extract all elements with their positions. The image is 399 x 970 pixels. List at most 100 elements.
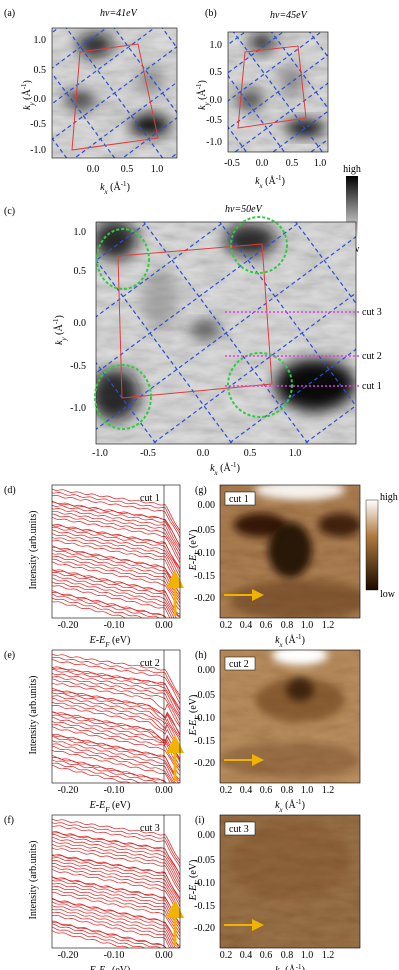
y-tick-label: 1.0 [210,40,223,51]
edc-curve [52,667,180,711]
y-axis-label-part: E-E [188,885,199,902]
x-axis-label: kx (Å-1) [275,963,305,970]
x-axis-label: kx (Å-1) [210,461,240,477]
y-tick-label: -0.5 [70,361,86,372]
y-tick-label: -0.5 [206,115,222,126]
edc-curve [52,572,180,618]
y-axis-label-part: F [194,550,202,556]
edc-curve [52,682,180,728]
map-blob [255,678,345,722]
y-axis-label: E-EF (eV) [188,860,202,902]
edc-curve [52,540,180,587]
x-axis-label-part: (Å [283,799,297,811]
edc-curve [52,504,180,549]
edc-curve [52,488,180,531]
map-clip [96,222,356,444]
panel-title: hν=45eV [270,10,309,21]
edc-curve [52,601,134,618]
y-axis-label: ky (Å-1) [52,315,68,345]
x-tick-label: 0.00 [155,620,173,631]
x-axis-label-part: (eV) [110,965,131,970]
plot-frame [219,484,361,619]
panel-label: (d) [4,485,16,496]
y-tick-label: -0.20 [194,758,215,769]
edc-curve [52,879,180,927]
x-axis-label-part: -1 [276,174,282,182]
edc-curve [52,857,180,903]
x-tick-label: -0.10 [104,785,125,796]
edc-curve [52,697,180,746]
map-blob [142,270,178,330]
map-blob [189,322,221,338]
edc-curve [52,755,167,783]
y-tick-label: 0.5 [210,67,223,78]
edc-curve [52,678,180,725]
y-axis-label-part: y [60,336,68,341]
edc-curve [52,500,180,546]
edc-curve [52,860,180,907]
map-blob [268,522,312,578]
y-axis-label-part: ) [22,80,33,83]
y-axis-label-part: Intensity (arb.units) [28,511,39,590]
y-axis-label-part: F [194,715,202,721]
edc-curve [52,569,180,616]
x-axis-label-part: -1 [121,180,127,188]
edc-curve [52,883,180,931]
x-axis-label-part: x [279,641,284,649]
green-circle [230,216,288,274]
y-axis-label-part: ) [197,80,208,83]
y-axis-label-part: (Å [196,89,208,103]
y-axis-label: E-EF (eV) [188,530,202,572]
x-axis-label-part: -1 [231,461,237,469]
map-frame [51,27,178,159]
x-tick-label: 1.2 [322,950,335,961]
x-axis-label-part: k [210,463,215,474]
x-tick-label: 0.8 [281,785,294,796]
x-axis-label-part: k [255,176,260,187]
map-frame [227,31,329,153]
cut-label: cut 3 [362,307,382,318]
edc-curve [52,930,129,948]
cut-label: cut 1 [362,381,382,392]
x-axis-label-part: (Å [283,634,297,646]
map-clip [220,815,360,948]
map-blob [96,369,139,421]
edc-curve [52,865,180,915]
edc-curve [52,759,159,783]
x-axis-label-part: x [259,182,264,190]
cut-label: cut 2 [362,351,382,362]
x-tick-label: -0.10 [104,950,125,961]
cut-label: cut 2 [140,658,160,669]
x-tick-label: 0.6 [260,785,273,796]
x-axis-label-part: k [275,635,280,646]
x-tick-label: -1.0 [92,448,108,459]
map-blob [77,33,113,57]
cut-label: cut 3 [140,823,160,834]
edc-curve [52,920,167,948]
x-axis-label-part: F [104,806,110,814]
y-tick-label: -0.15 [194,736,215,747]
x-tick-label: 0.8 [281,620,294,631]
panel-label: (b) [205,8,217,19]
x-tick-label: 0.5 [121,164,134,175]
green-circle [96,228,150,290]
map-blob [234,513,286,537]
colorbar [365,499,379,591]
y-tick-label: 0.00 [198,500,216,511]
x-tick-label: 0.4 [240,785,253,796]
plot-frame [219,814,361,949]
edc-curve [52,526,180,574]
bz-line [151,292,356,444]
edc-curve [52,863,180,911]
edc-curve [52,701,180,749]
edc-curve [52,553,180,601]
x-tick-label: 1.0 [301,950,314,961]
cut-box [224,656,256,671]
edc-curve [52,891,180,941]
y-axis-label: Intensity (arb.units) [28,676,39,755]
x-tick-label: 1.0 [301,620,314,631]
edc-curve [52,529,180,578]
y-tick-label: 0.0 [34,94,47,105]
edc-curve [52,818,180,861]
panel-label: (g) [195,485,207,496]
